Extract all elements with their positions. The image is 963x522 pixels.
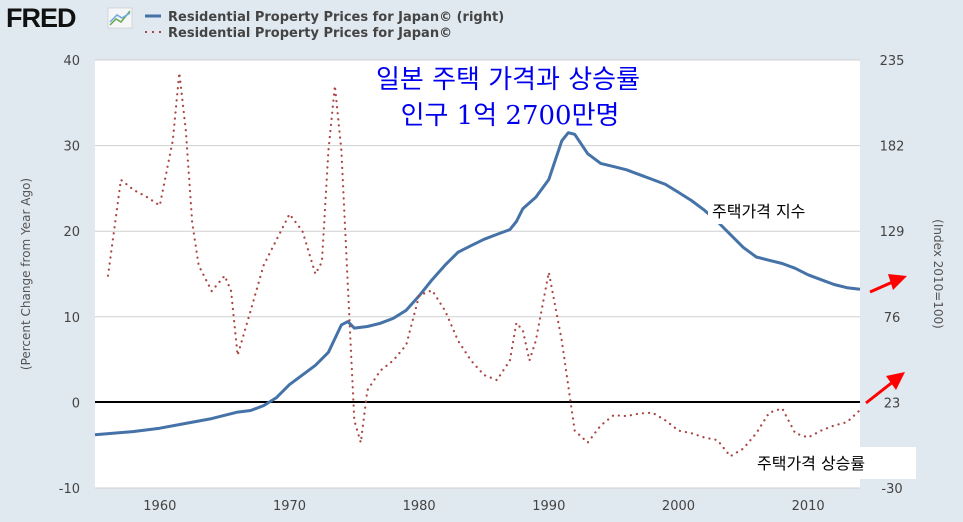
fred-logo[interactable]: FRED	[6, 3, 77, 33]
right-axis: 235 182 129 76 23 -30	[880, 54, 905, 497]
legend-label-change: Residential Property Prices for Japan©	[168, 26, 452, 41]
x-tick-label: 1980	[403, 499, 436, 514]
x-tick-label: 2000	[662, 499, 695, 514]
annotation-change-label: 주택가격 상승률	[757, 454, 865, 473]
series-line-index	[94, 131, 861, 437]
left-tick-label: 30	[63, 140, 80, 155]
right-tick-label: 129	[880, 225, 905, 240]
left-axis: 40 30 20 10 0 -10	[59, 54, 80, 497]
right-axis-label: (Index 2010=100)	[931, 219, 945, 329]
right-tick-label: 23	[884, 396, 901, 411]
red-arrow-icon	[869, 274, 907, 294]
left-tick-label: -10	[59, 482, 80, 497]
x-tick-label: 1970	[273, 499, 306, 514]
right-tick-label: 76	[884, 311, 901, 326]
annotation-title-line1: 일본 주택 가격과 상승률	[376, 65, 640, 95]
left-tick-label: 40	[63, 54, 80, 69]
annotation-index-label: 주택가격 지수	[712, 202, 805, 221]
x-tick-label: 1960	[143, 499, 176, 514]
x-tick-label: 1990	[532, 499, 565, 514]
x-tick-label: 2010	[792, 499, 825, 514]
red-arrow-icon	[865, 372, 905, 405]
legend: Residential Property Prices for Japan© (…	[145, 10, 504, 41]
series-group	[94, 71, 862, 458]
left-axis-label: (Percent Change from Year Ago)	[19, 178, 33, 370]
right-tick-label: 182	[880, 140, 905, 155]
left-tick-label: 20	[63, 225, 80, 240]
annotation-title-line2: 인구 1억 2700만명	[401, 101, 620, 131]
x-axis: 1960 1970 1980 1990 2000 2010	[143, 499, 824, 514]
chart-icon	[107, 7, 133, 29]
right-tick-label: -30	[881, 482, 902, 497]
left-tick-label: 10	[63, 311, 80, 326]
legend-label-index: Residential Property Prices for Japan© (…	[168, 10, 504, 25]
right-tick-label: 235	[880, 54, 905, 69]
left-tick-label: 0	[72, 396, 80, 411]
